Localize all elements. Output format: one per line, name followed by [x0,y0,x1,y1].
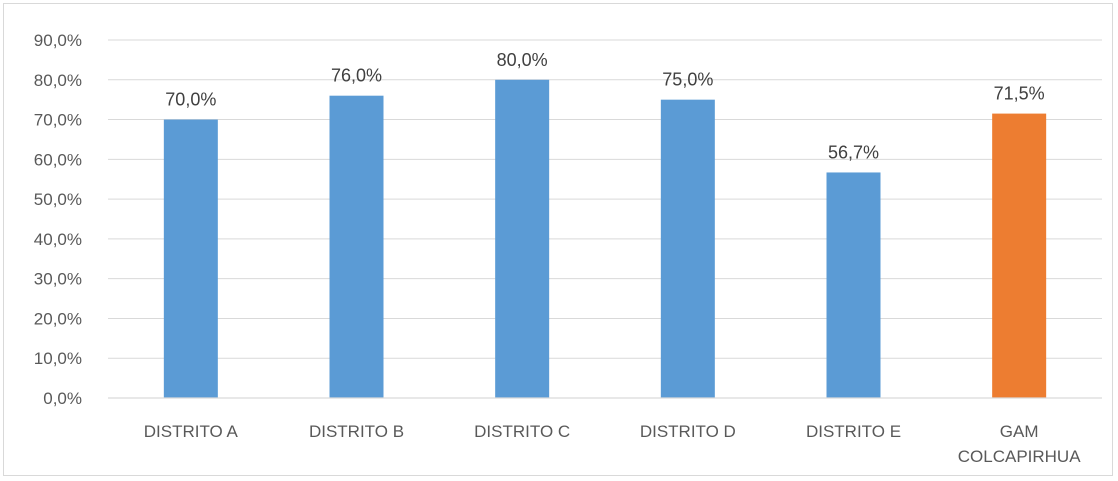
x-category-label-line: DISTRITO B [309,422,404,441]
bar-4 [660,99,715,399]
y-tick-label: 0,0% [43,389,82,408]
x-category-label-line: GAM [1000,422,1039,441]
x-category-label-line: DISTRITO A [144,422,239,441]
x-category-label-line: DISTRITO D [640,422,736,441]
y-tick-label: 30,0% [34,270,82,289]
bar-1 [163,119,218,399]
data-label: 71,5% [994,84,1045,104]
y-tick-label: 40,0% [34,230,82,249]
data-label: 75,0% [662,70,713,90]
bar-6 [992,113,1047,398]
bar-2 [329,95,384,398]
y-tick-label: 20,0% [34,309,82,328]
y-tick-label: 80,0% [34,71,82,90]
x-category-label-line: COLCAPIRHUA [958,447,1081,466]
y-tick-label: 70,0% [34,111,82,130]
bar-3 [495,79,550,399]
x-category-label: DISTRITO E [806,422,901,441]
x-category-label-line: DISTRITO E [806,422,901,441]
x-category-label: DISTRITO D [640,422,736,441]
y-tick-label: 60,0% [34,150,82,169]
x-category-label: DISTRITO C [474,422,570,441]
y-tick-label: 90,0% [34,31,82,50]
x-category-label: DISTRITO B [309,422,404,441]
x-category-label-line: DISTRITO C [474,422,570,441]
data-label: 56,7% [828,142,879,162]
data-label: 76,0% [331,66,382,86]
x-category-label: GAM COLCAPIRHUA [958,422,1081,466]
y-tick-label: 50,0% [34,190,82,209]
data-label: 70,0% [165,90,216,110]
x-category-label: DISTRITO A [144,422,239,441]
data-label: 80,0% [497,50,548,70]
y-tick-label: 10,0% [34,349,82,368]
bar-5 [826,172,881,398]
